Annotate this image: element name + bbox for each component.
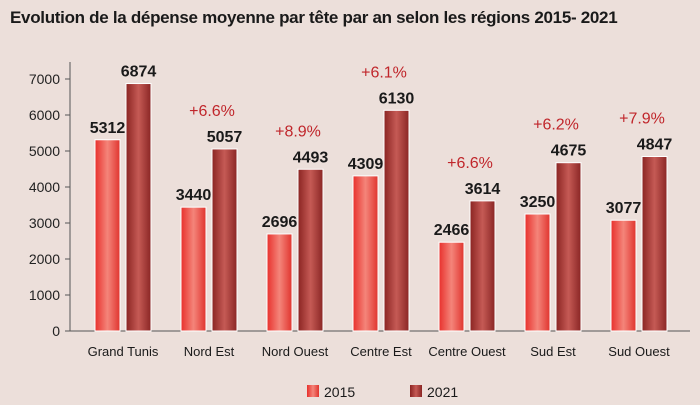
bar-2021: [125, 83, 152, 332]
bar-2015: [524, 213, 551, 332]
data-label-2015: 3077: [606, 200, 642, 217]
chart-title: Evolution de la dépense moyenne par tête…: [10, 8, 618, 27]
legend-label-2015: 2015: [324, 384, 355, 400]
bar-2021: [555, 162, 582, 332]
bar-2015: [352, 175, 379, 332]
data-label-2015: 3440: [176, 187, 212, 204]
growth-annotation: +6.1%: [361, 64, 407, 81]
category-label: Sud Ouest: [608, 344, 670, 359]
bar-2021: [641, 156, 668, 332]
data-label-2015: 5312: [90, 120, 126, 137]
data-label-2021: 3614: [465, 181, 501, 198]
data-label-2015: 2466: [434, 222, 470, 239]
data-label-2021: 6874: [121, 64, 157, 81]
category-label: Sud Est: [530, 344, 576, 359]
category-label: Centre Ouest: [428, 344, 506, 359]
bar-2015: [266, 233, 293, 332]
bar-2015: [610, 219, 637, 332]
data-label-2021: 4847: [637, 137, 673, 154]
bar-2021: [469, 200, 496, 332]
y-tick-label: 2000: [29, 251, 60, 267]
y-tick-label: 7000: [29, 71, 60, 87]
growth-annotation: +8.9%: [275, 123, 321, 140]
data-label-2021: 4675: [551, 143, 587, 160]
data-label-2015: 2696: [262, 214, 298, 231]
category-label: Nord Est: [184, 344, 235, 359]
data-label-2021: 6130: [379, 90, 415, 107]
y-tick-label: 6000: [29, 107, 60, 123]
data-label-2021: 5057: [207, 129, 243, 146]
growth-annotation: +7.9%: [619, 111, 665, 128]
data-label-2021: 4493: [293, 149, 329, 166]
growth-annotation: +6.6%: [189, 103, 235, 120]
bar-2015: [438, 241, 465, 332]
y-tick-label: 3000: [29, 215, 60, 231]
y-tick-label: 0: [52, 323, 60, 339]
bar-2021: [383, 109, 410, 332]
legend-label-2021: 2021: [427, 384, 458, 400]
bar-2021: [297, 168, 324, 332]
category-label: Centre Est: [350, 344, 412, 359]
data-label-2015: 4309: [348, 156, 384, 173]
legend-swatch-2015: [307, 385, 319, 397]
bar-2021: [211, 148, 238, 332]
legend-swatch-2021: [410, 385, 422, 397]
category-label: Grand Tunis: [88, 344, 159, 359]
y-tick-label: 5000: [29, 143, 60, 159]
y-tick-label: 1000: [29, 287, 60, 303]
bar-2015: [180, 206, 207, 332]
category-label: Nord Ouest: [262, 344, 329, 359]
growth-annotation: +6.2%: [533, 117, 579, 134]
bar-2015: [94, 139, 121, 332]
y-tick-label: 4000: [29, 179, 60, 195]
growth-annotation: +6.6%: [447, 155, 493, 172]
data-label-2015: 3250: [520, 194, 556, 211]
